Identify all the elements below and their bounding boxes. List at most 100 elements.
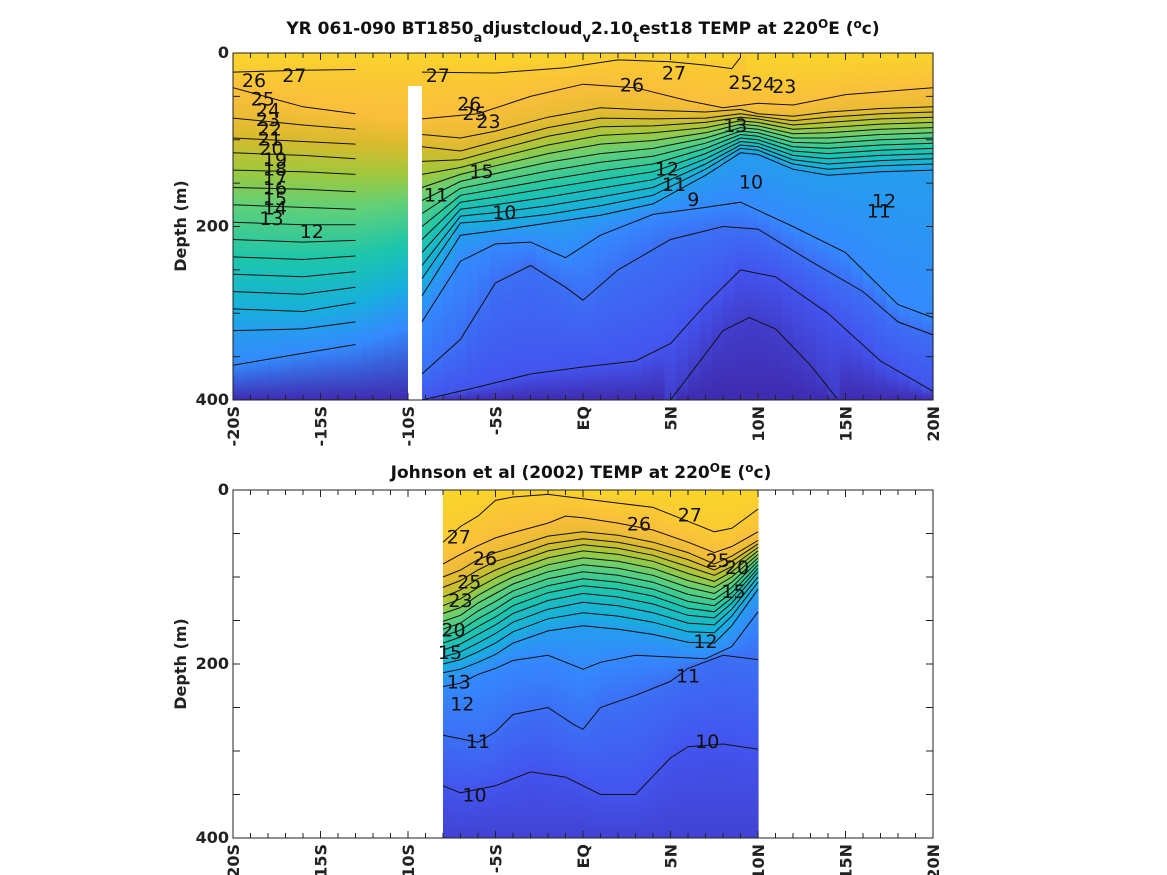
temperature-strip bbox=[600, 490, 607, 838]
temperature-strip bbox=[699, 53, 712, 400]
isotherm-20 bbox=[232, 204, 356, 210]
temperature-strip bbox=[653, 53, 666, 400]
x-tick-label: 15N bbox=[837, 406, 856, 442]
isotherm-label: 23 bbox=[772, 76, 796, 98]
isotherm-label: 24 bbox=[751, 74, 775, 96]
temperature-strip bbox=[695, 490, 701, 838]
temperature-strip bbox=[326, 53, 339, 400]
isotherm-20 bbox=[421, 127, 934, 201]
temperature-strip bbox=[804, 53, 817, 400]
temperature-strip bbox=[605, 490, 612, 838]
isotherm-19 bbox=[442, 560, 759, 630]
isotherm-19 bbox=[421, 130, 934, 214]
temperature-strip bbox=[642, 490, 649, 838]
isotherm-23 bbox=[421, 116, 934, 162]
temperature-strip bbox=[641, 53, 654, 400]
temperature-strip bbox=[571, 53, 584, 400]
isotherm-13 bbox=[421, 152, 934, 297]
isotherm-label: 26 bbox=[473, 548, 497, 570]
temperature-strip bbox=[443, 490, 449, 838]
isotherm-17 bbox=[442, 567, 759, 644]
isotherm-27 bbox=[232, 69, 356, 73]
isotherm-22 bbox=[421, 120, 934, 175]
isotherm-label: 25 bbox=[728, 72, 752, 94]
temperature-strip bbox=[816, 53, 829, 400]
y-tick-label: 400 bbox=[196, 390, 229, 409]
temperature-fill bbox=[233, 53, 934, 401]
isotherm-label: 11 bbox=[676, 666, 700, 688]
x-tick-label: -20S bbox=[224, 844, 243, 875]
isotherm-label: 20 bbox=[441, 619, 465, 641]
y-tick-label: 400 bbox=[196, 828, 229, 847]
temperature-strip bbox=[684, 490, 691, 838]
x-tick-label: 20N bbox=[924, 406, 943, 442]
isotherm-label: 26 bbox=[620, 75, 644, 97]
temperature-strip bbox=[490, 490, 497, 838]
isotherm-14 bbox=[442, 581, 759, 665]
y-tick-label: 0 bbox=[218, 43, 229, 62]
isotherm-21 bbox=[232, 187, 356, 193]
temperature-strip bbox=[647, 490, 654, 838]
isotherm-15 bbox=[421, 144, 934, 266]
temperature-strip bbox=[710, 490, 717, 838]
temperature-strip bbox=[752, 490, 759, 838]
isotherm-14 bbox=[421, 147, 934, 279]
x-tick-label: -20S bbox=[224, 406, 243, 446]
temperature-strip bbox=[511, 490, 518, 838]
isotherm-label: 12 bbox=[300, 221, 324, 243]
isotherm-25 bbox=[232, 117, 356, 130]
temperature-strip bbox=[689, 490, 696, 838]
temperature-fill bbox=[443, 490, 759, 838]
isotherm-12 bbox=[421, 201, 934, 323]
isotherm-12 bbox=[442, 611, 759, 688]
isotherm-label: 27 bbox=[662, 62, 686, 84]
isotherm-label: 15 bbox=[438, 642, 462, 664]
temperature-strip bbox=[453, 490, 460, 838]
isotherm-12 bbox=[232, 344, 356, 366]
isotherm-label: 10 bbox=[492, 202, 516, 224]
temperature-strip bbox=[548, 490, 554, 838]
temperature-strip bbox=[419, 53, 432, 400]
temperature-strip bbox=[618, 53, 631, 400]
isotherm-label: 27 bbox=[282, 65, 306, 87]
isotherm-23 bbox=[442, 544, 759, 598]
isotherm-label: 12 bbox=[450, 693, 474, 715]
temperature-strip bbox=[721, 490, 728, 838]
temperature-strip bbox=[611, 490, 617, 838]
temperature-strip bbox=[726, 490, 733, 838]
temperature-strip bbox=[839, 53, 852, 400]
isotherm-9 bbox=[670, 317, 838, 401]
isotherm-lines bbox=[232, 56, 934, 401]
isotherm-15 bbox=[232, 286, 356, 295]
temperature-strip bbox=[513, 53, 526, 400]
isotherm-24 bbox=[421, 111, 934, 152]
temperature-strip bbox=[606, 53, 619, 400]
temperature-strip bbox=[874, 53, 887, 400]
isotherm-label: 12 bbox=[655, 159, 679, 181]
temperature-strip bbox=[658, 490, 665, 838]
temperature-strip bbox=[443, 53, 456, 400]
isotherm-label: 20 bbox=[259, 138, 283, 160]
temperature-strip bbox=[349, 53, 362, 400]
temperature-strip bbox=[674, 490, 680, 838]
data-gap bbox=[408, 85, 422, 401]
isotherm-label: 10 bbox=[462, 785, 486, 807]
temperature-strip bbox=[629, 53, 642, 400]
temperature-strip bbox=[653, 490, 659, 838]
temperature-strip bbox=[595, 490, 602, 838]
temperature-strip bbox=[574, 490, 581, 838]
isotherm-label: 25 bbox=[706, 550, 730, 572]
isotherm-16 bbox=[232, 271, 356, 278]
isotherm-27 bbox=[442, 493, 759, 543]
isotherm-16 bbox=[442, 571, 759, 651]
temperature-strip bbox=[594, 53, 607, 400]
x-tick-label: -5S bbox=[487, 844, 506, 873]
isotherm-label: 13 bbox=[259, 208, 283, 230]
isotherm-24 bbox=[442, 538, 759, 588]
isotherm-label: 27 bbox=[447, 526, 471, 548]
temperature-strip bbox=[303, 53, 316, 400]
temperature-strip bbox=[793, 53, 806, 400]
temperature-strip bbox=[898, 53, 911, 400]
